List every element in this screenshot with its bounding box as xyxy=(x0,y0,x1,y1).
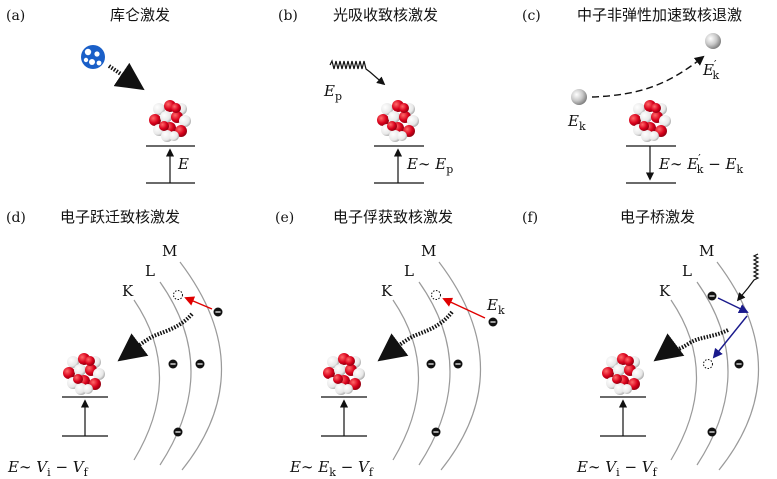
electron xyxy=(452,358,464,370)
virtual-photon-arrow xyxy=(117,312,194,362)
neutron-out-icon xyxy=(705,33,721,49)
panel-b-tag: (b) xyxy=(278,8,298,24)
vacancy xyxy=(703,359,713,369)
shell-l-label: L xyxy=(145,262,155,280)
coulomb-field-arrow xyxy=(107,62,145,91)
incoming-electron xyxy=(487,316,499,328)
electron xyxy=(706,426,718,438)
panel-f: (f) 电子桥激发 K L M E∼ Vi − Vf xyxy=(522,208,760,479)
panel-a: (a) 库仑激发 E xyxy=(6,6,195,184)
electron xyxy=(430,426,442,438)
virtual-photon-arrow xyxy=(653,328,729,362)
panel-e-tag: (e) xyxy=(275,210,294,226)
photon-icon xyxy=(736,253,760,302)
shell-k-label: K xyxy=(122,282,134,300)
neutron-path-arrow xyxy=(591,55,705,98)
shell-m xyxy=(438,261,482,471)
panel-e-title: 电子俘获致核激发 xyxy=(333,208,453,226)
panel-c: (c) 中子非弹性加速致核退激 Ek E′ k E∼ E′ k − Ek xyxy=(522,6,743,184)
electron-energy-label: Ek xyxy=(486,296,505,317)
electron xyxy=(172,426,184,438)
panel-b: (b) 光吸收致核激发 Ep E∼ Ep xyxy=(278,6,453,184)
panel-b-energy: E∼ Ep xyxy=(406,155,453,176)
ion-icon xyxy=(81,45,105,69)
nucleus-icon xyxy=(629,100,671,142)
nucleus-icon xyxy=(63,353,105,395)
shell-m-label: M xyxy=(162,242,177,260)
shell-l xyxy=(418,281,451,466)
shell-k xyxy=(392,299,420,461)
shell-l-label: L xyxy=(682,262,692,280)
nucleus-icon xyxy=(323,353,365,395)
panel-f-energy: E∼ Vi − Vf xyxy=(576,458,658,479)
neutron-in-label: Ek xyxy=(567,112,586,133)
nucleus-icon xyxy=(377,100,419,142)
electron xyxy=(706,290,718,302)
shell-k xyxy=(133,299,161,461)
transition-arrow xyxy=(184,296,213,310)
panel-f-tag: (f) xyxy=(522,210,538,226)
panel-a-energy: E xyxy=(177,155,189,173)
panel-a-title: 库仑激发 xyxy=(110,6,170,24)
photon-sub: p xyxy=(335,90,342,103)
vacancy xyxy=(173,290,183,300)
panel-e: (e) 电子俘获致核激发 K L M Ek E∼ Ek − Vf xyxy=(275,208,505,479)
panel-d-tag: (d) xyxy=(6,210,26,226)
nucleus-icon xyxy=(602,353,644,395)
shell-l-label: L xyxy=(404,262,414,280)
panel-d-energy: E∼ Vi − Vf xyxy=(7,458,89,479)
neutron-in-icon xyxy=(571,89,587,105)
electron-bridge-arrow xyxy=(712,315,748,359)
panel-c-title: 中子非弹性加速致核退激 xyxy=(577,6,742,24)
panel-b-title: 光吸收致核激发 xyxy=(333,6,438,24)
shell-k-label: K xyxy=(659,282,671,300)
panel-c-tag: (c) xyxy=(522,8,541,24)
electron-bridge-arrow xyxy=(717,297,749,314)
shell-l xyxy=(696,281,729,466)
virtual-photon-arrow xyxy=(377,310,454,362)
electron xyxy=(425,358,437,370)
nucleus-icon xyxy=(149,100,191,142)
photon-energy-label: Ep xyxy=(323,82,342,103)
photon-icon xyxy=(329,59,386,86)
panel-d: (d) 电子跃迁致核激发 K L M E∼ Vi − Vf xyxy=(6,208,224,479)
capture-arrow xyxy=(442,297,486,319)
panel-e-energy: E∼ Ek − Vf xyxy=(289,458,374,479)
vacancy xyxy=(431,290,441,300)
shell-l xyxy=(159,281,192,466)
shell-k-label: K xyxy=(381,282,393,300)
shell-m-label: M xyxy=(421,242,436,260)
panel-d-title: 电子跃迁致核激发 xyxy=(60,208,180,226)
shell-k xyxy=(670,299,698,461)
panel-a-tag: (a) xyxy=(6,8,25,24)
electron xyxy=(733,358,745,370)
shell-m xyxy=(716,261,760,471)
panel-c-energy: E∼ E′ k − Ek xyxy=(658,152,743,176)
shell-m xyxy=(179,261,223,471)
neutron-out-label: E′ k xyxy=(702,58,719,82)
shell-m-label: M xyxy=(699,242,714,260)
electron xyxy=(212,306,224,318)
electron xyxy=(167,358,179,370)
electron xyxy=(194,358,206,370)
panel-f-title: 电子桥激发 xyxy=(620,208,695,226)
